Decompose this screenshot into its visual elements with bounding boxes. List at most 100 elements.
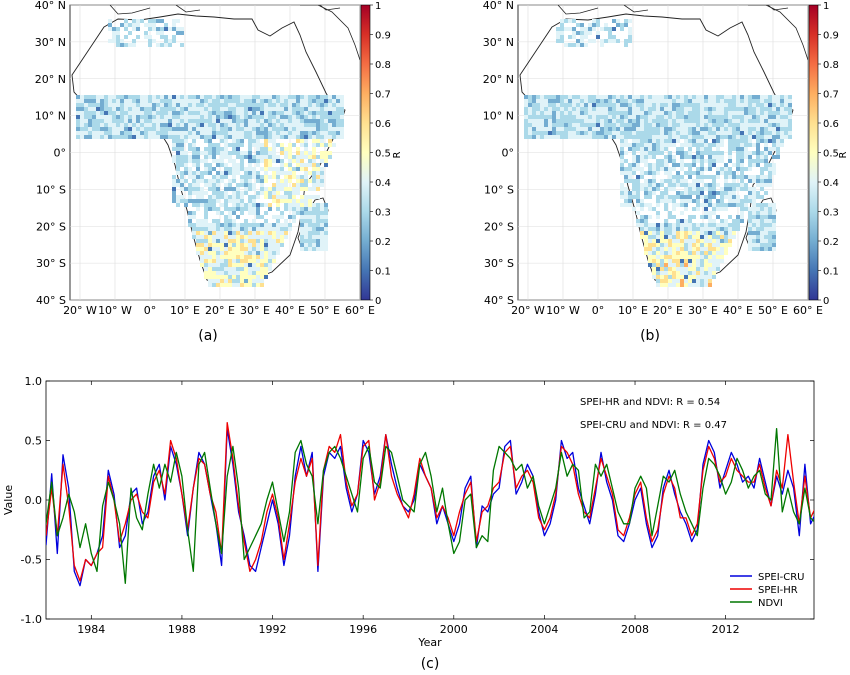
r-pixel (80, 127, 84, 131)
r-pixel (148, 35, 152, 39)
r-pixel (644, 247, 648, 251)
r-pixel (712, 255, 716, 259)
r-pixel (316, 239, 320, 243)
r-pixel (176, 19, 180, 23)
r-pixel (268, 135, 272, 139)
r-pixel (268, 207, 272, 211)
r-pixel (268, 191, 272, 195)
r-pixel (568, 111, 572, 115)
r-pixel (132, 127, 136, 131)
r-pixel (236, 283, 240, 287)
r-pixel (668, 251, 672, 255)
r-pixel (608, 115, 612, 119)
r-pixel (236, 167, 240, 171)
r-pixel (604, 107, 608, 111)
r-pixel (268, 123, 272, 127)
r-pixel (716, 115, 720, 119)
r-pixel (688, 163, 692, 167)
r-pixel (748, 119, 752, 123)
r-pixel (240, 119, 244, 123)
r-pixel (144, 111, 148, 115)
r-pixel (172, 27, 176, 31)
r-pixel (752, 115, 756, 119)
r-pixel (572, 135, 576, 139)
r-pixel (336, 107, 340, 111)
r-pixel (260, 279, 264, 283)
r-pixel (640, 171, 644, 175)
r-pixel (132, 103, 136, 107)
r-pixel (584, 135, 588, 139)
r-pixel (780, 123, 784, 127)
r-pixel (572, 115, 576, 119)
r-pixel (736, 111, 740, 115)
r-pixel (272, 223, 276, 227)
r-pixel (576, 103, 580, 107)
r-pixel (672, 175, 676, 179)
r-pixel (200, 135, 204, 139)
r-pixel (772, 211, 776, 215)
r-pixel (668, 199, 672, 203)
r-pixel (316, 247, 320, 251)
r-pixel (628, 195, 632, 199)
r-pixel (268, 231, 272, 235)
r-pixel (288, 155, 292, 159)
r-pixel (688, 283, 692, 287)
r-pixel (96, 103, 100, 107)
r-pixel (280, 195, 284, 199)
r-pixel (532, 131, 536, 135)
r-pixel (696, 235, 700, 239)
r-pixel (228, 227, 232, 231)
r-pixel (308, 107, 312, 111)
r-pixel (172, 175, 176, 179)
r-pixel (232, 203, 236, 207)
r-pixel (228, 231, 232, 235)
r-pixel (760, 239, 764, 243)
r-pixel (672, 283, 676, 287)
r-pixel (660, 267, 664, 271)
r-pixel (320, 247, 324, 251)
r-pixel (768, 147, 772, 151)
r-pixel (228, 219, 232, 223)
r-pixel (120, 111, 124, 115)
r-pixel (668, 179, 672, 183)
r-pixel (76, 99, 80, 103)
r-pixel (276, 95, 280, 99)
r-pixel (664, 259, 668, 263)
r-pixel (684, 227, 688, 231)
r-pixel (748, 187, 752, 191)
r-pixel (652, 139, 656, 143)
r-pixel (116, 115, 120, 119)
r-pixel (716, 251, 720, 255)
r-pixel (284, 127, 288, 131)
series-lines (46, 421, 814, 587)
r-pixel (636, 167, 640, 171)
r-pixel (644, 219, 648, 223)
r-pixel (308, 203, 312, 207)
r-pixel (728, 227, 732, 231)
r-pixel (184, 171, 188, 175)
r-pixel (264, 267, 268, 271)
r-pixel (772, 115, 776, 119)
r-pixel (724, 99, 728, 103)
r-pixel (676, 191, 680, 195)
r-pixel (228, 263, 232, 267)
r-pixel (264, 187, 268, 191)
caption-b: (b) (640, 328, 660, 344)
r-pixel (332, 135, 336, 139)
r-pixel (180, 31, 184, 35)
r-pixel (576, 135, 580, 139)
r-pixel (648, 243, 652, 247)
r-pixel (316, 107, 320, 111)
r-pixel (692, 183, 696, 187)
r-pixel (712, 179, 716, 183)
r-pixel (140, 135, 144, 139)
r-pixel (280, 103, 284, 107)
r-pixel (320, 231, 324, 235)
r-pixel (276, 103, 280, 107)
r-pixel (644, 195, 648, 199)
r-pixel (236, 275, 240, 279)
r-pixel (664, 163, 668, 167)
r-pixel (708, 247, 712, 251)
r-pixel (756, 143, 760, 147)
r-pixel (260, 151, 264, 155)
